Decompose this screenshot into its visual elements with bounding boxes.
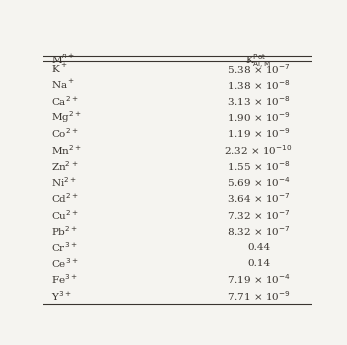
Text: Mg$^{2+}$: Mg$^{2+}$ [51, 109, 82, 125]
Text: Cr$^{3+}$: Cr$^{3+}$ [51, 240, 78, 254]
Text: Ca$^{2+}$: Ca$^{2+}$ [51, 94, 79, 108]
Text: 3.64 × 10$^{-7}$: 3.64 × 10$^{-7}$ [227, 191, 290, 205]
Text: 0.14: 0.14 [247, 259, 270, 268]
Text: Co$^{2+}$: Co$^{2+}$ [51, 127, 79, 140]
Text: 5.38 × 10$^{-7}$: 5.38 × 10$^{-7}$ [227, 62, 290, 76]
Text: Y$^{3+}$: Y$^{3+}$ [51, 289, 72, 303]
Text: 8.32 × 10$^{-7}$: 8.32 × 10$^{-7}$ [227, 224, 290, 238]
Text: K$^{\rm Pot}_{\rm Al,M}$: K$^{\rm Pot}_{\rm Al,M}$ [245, 53, 272, 71]
Text: Zn$^{2+}$: Zn$^{2+}$ [51, 159, 79, 173]
Text: 1.38 × 10$^{-8}$: 1.38 × 10$^{-8}$ [227, 78, 290, 92]
Text: 5.69 × 10$^{-4}$: 5.69 × 10$^{-4}$ [227, 175, 290, 189]
Text: 1.55 × 10$^{-8}$: 1.55 × 10$^{-8}$ [227, 159, 290, 173]
Text: 7.32 × 10$^{-7}$: 7.32 × 10$^{-7}$ [227, 208, 290, 221]
Text: 2.32 × 10$^{-10}$: 2.32 × 10$^{-10}$ [224, 143, 293, 157]
Text: 1.90 × 10$^{-9}$: 1.90 × 10$^{-9}$ [227, 110, 290, 124]
Text: Cu$^{2+}$: Cu$^{2+}$ [51, 208, 79, 221]
Text: Cd$^{2+}$: Cd$^{2+}$ [51, 191, 79, 205]
Text: Mn$^{2+}$: Mn$^{2+}$ [51, 143, 82, 157]
Text: 0.44: 0.44 [247, 243, 270, 252]
Text: Fe$^{3+}$: Fe$^{3+}$ [51, 273, 78, 286]
Text: Pb$^{2+}$: Pb$^{2+}$ [51, 224, 78, 238]
Text: 7.71 × 10$^{-9}$: 7.71 × 10$^{-9}$ [227, 289, 290, 303]
Text: Na$^+$: Na$^+$ [51, 78, 76, 91]
Text: 7.19 × 10$^{-4}$: 7.19 × 10$^{-4}$ [227, 273, 290, 286]
Text: Ni$^{2+}$: Ni$^{2+}$ [51, 175, 77, 189]
Text: Ce$^{3+}$: Ce$^{3+}$ [51, 256, 79, 270]
Text: 1.19 × 10$^{-9}$: 1.19 × 10$^{-9}$ [227, 127, 290, 140]
Text: K$^+$: K$^+$ [51, 62, 68, 75]
Text: M$^{n+}$: M$^{n+}$ [51, 53, 76, 67]
Text: 3.13 × 10$^{-8}$: 3.13 × 10$^{-8}$ [227, 94, 290, 108]
